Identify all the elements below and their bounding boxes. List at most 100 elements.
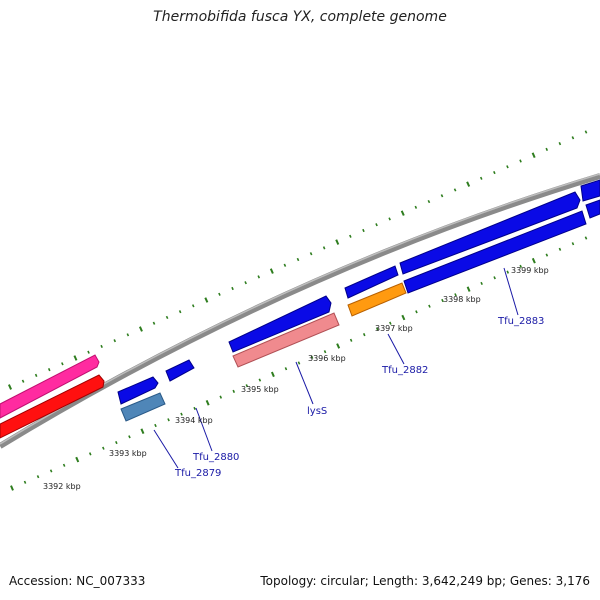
kbp-label-3396: 3396 kbp <box>308 354 346 363</box>
outer-track-minor-tick <box>152 321 156 325</box>
inner-track-minor-tick <box>219 395 223 399</box>
outer-track-minor-tick <box>519 159 522 163</box>
outer-track-minor-tick <box>427 199 431 204</box>
inner-track-minor-tick <box>128 435 131 439</box>
gene-orange-tfu2882[interactable] <box>347 282 407 317</box>
inner-track-minor-tick <box>454 293 457 297</box>
kbp-label-3394: 3394 kbp <box>175 416 213 425</box>
kbp-label-3397: 3397 kbp <box>375 324 413 333</box>
inner-track-minor-tick <box>323 350 327 354</box>
inner-track-minor-tick <box>167 418 170 422</box>
gene-blue-small-1[interactable] <box>117 376 159 405</box>
outer-track-minor-tick <box>558 141 562 146</box>
inner-track-minor-tick <box>49 469 53 473</box>
gene-steel-tfu2879[interactable] <box>120 392 166 422</box>
inner-track-minor-tick <box>102 446 105 450</box>
outer-track-major-tick <box>204 297 209 303</box>
kbp-label-3393: 3393 kbp <box>109 449 147 458</box>
outer-track-minor-tick <box>362 228 365 233</box>
gene-red-reverse[interactable] <box>0 374 105 439</box>
inner-track-minor-tick <box>180 412 183 416</box>
gene-blue-forward-5[interactable] <box>399 191 581 275</box>
leader-tfu2883 <box>503 267 519 316</box>
gene-blue-reverse-6[interactable] <box>585 199 600 219</box>
outer-track-minor-tick <box>388 217 391 221</box>
outer-track-minor-tick <box>309 252 313 256</box>
kbp-label-3398: 3398 kbp <box>443 295 481 304</box>
kbp-label-3399: 3399 kbp <box>511 266 549 275</box>
outer-track-minor-tick <box>479 176 483 180</box>
inner-track-minor-tick <box>310 355 314 359</box>
inner-track-major-tick <box>140 428 145 435</box>
outer-track-minor-tick <box>440 194 444 198</box>
outer-track-major-tick <box>7 384 13 390</box>
leader-tfu2880 <box>195 407 213 452</box>
inner-track-minor-tick <box>284 367 288 371</box>
inner-track-minor-tick <box>506 270 510 274</box>
inner-track-minor-tick <box>375 327 379 331</box>
outer-track-major-tick <box>400 210 405 216</box>
outer-track-minor-tick <box>191 304 195 308</box>
outer-track-minor-tick <box>165 315 169 320</box>
inner-track-minor-tick <box>62 463 66 467</box>
kbp-label-3395: 3395 kbp <box>241 385 279 394</box>
leader-tfu2882 <box>387 333 405 365</box>
gene-blue-forward-6[interactable] <box>580 179 600 202</box>
topology-summary: Topology: circular; Length: 3,642,249 bp… <box>260 574 590 588</box>
gene-pink-forward[interactable] <box>0 354 100 419</box>
inner-track-major-tick <box>10 485 14 491</box>
inner-track-minor-tick <box>154 423 157 428</box>
gene-blue-reverse-5[interactable] <box>403 210 587 294</box>
inner-track-minor-tick <box>245 384 249 388</box>
inner-track-minor-tick <box>258 378 262 382</box>
inner-track-major-tick <box>336 343 341 349</box>
scale-labels: 3392 kbp 3393 kbp 3394 kbp 3395 kbp 3396… <box>43 266 549 491</box>
outer-track-minor-tick <box>571 136 575 140</box>
gene-salmon-lyss[interactable] <box>232 312 340 368</box>
gene-label-lyss[interactable]: lysS <box>307 406 327 417</box>
outer-track-minor-tick <box>414 205 418 209</box>
gene-blue-forward-4[interactable] <box>344 265 399 299</box>
outer-track-minor-tick <box>493 170 496 175</box>
gene-labels: Tfu_2879 Tfu_2880 lysS Tfu_2882 Tfu_2883 <box>174 316 544 479</box>
outer-track-minor-tick <box>87 350 90 354</box>
outer-track-minor-tick <box>322 246 326 250</box>
kbp-label-3392: 3392 kbp <box>43 482 81 491</box>
inner-track-minor-tick <box>584 236 588 240</box>
inner-track-minor-tick <box>441 298 444 303</box>
map-title: Thermobifida fusca YX, complete genome <box>153 9 447 25</box>
outer-track-minor-tick <box>244 281 247 285</box>
outer-track-minor-tick <box>21 379 25 383</box>
inner-track-major-tick <box>205 399 210 406</box>
accession-text: Accession: NC_007333 <box>9 574 146 588</box>
outer-track-minor-tick <box>178 310 182 314</box>
inner-track-minor-tick <box>428 304 431 308</box>
outer-track-minor-tick <box>257 275 261 279</box>
outer-track-minor-tick <box>375 223 378 227</box>
outer-track-minor-tick <box>545 147 549 152</box>
gene-blue-small-2[interactable] <box>165 359 195 382</box>
outer-track-minor-tick <box>47 367 51 372</box>
gene-label-leaders <box>153 267 519 469</box>
outer-track-major-tick <box>335 239 340 245</box>
inner-track-major-tick <box>75 456 80 463</box>
inner-track-minor-tick <box>36 475 40 479</box>
outer-track-major-tick <box>466 181 471 187</box>
outer-track-minor-tick <box>296 257 300 262</box>
leader-lyss <box>295 361 314 405</box>
inner-track-minor-tick <box>232 389 236 394</box>
gene-label-tfu2880[interactable]: Tfu_2880 <box>192 452 239 463</box>
outer-track-major-tick <box>73 355 78 361</box>
gene-label-tfu2879[interactable]: Tfu_2879 <box>174 468 221 479</box>
gene-label-tfu2882[interactable]: Tfu_2882 <box>381 365 428 376</box>
inner-track-minor-tick <box>545 253 549 257</box>
leader-tfu2879 <box>153 429 179 469</box>
gene-label-tfu2883[interactable]: Tfu_2883 <box>497 316 544 327</box>
inner-track-minor-tick <box>349 338 353 342</box>
genome-backbone <box>0 173 600 449</box>
outer-track-minor-tick <box>231 286 234 291</box>
gene-blue-forward-3[interactable] <box>228 295 332 353</box>
inner-track-minor-tick <box>193 406 196 411</box>
outer-track-minor-tick <box>61 362 64 366</box>
outer-track-minor-tick <box>126 333 130 337</box>
